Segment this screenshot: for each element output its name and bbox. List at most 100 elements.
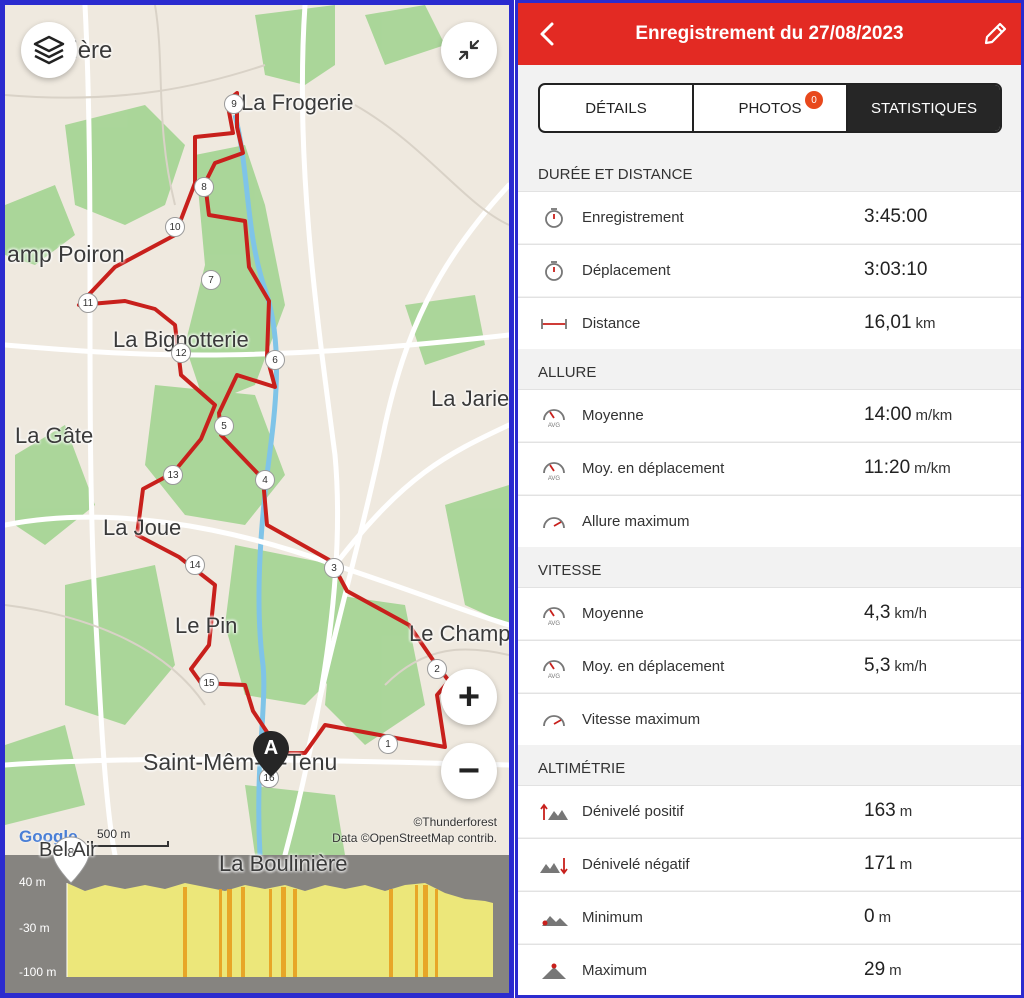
elevation-gain-icon: [540, 803, 568, 820]
stat-row: AVG Moy. en déplacement 11:20 m/km: [518, 442, 1021, 494]
stat-label: Dénivelé positif: [582, 803, 684, 820]
stat-row: Allure maximum: [518, 495, 1021, 547]
chevron-left-icon: [540, 22, 554, 46]
elevation-axis-tick: -30 m: [19, 921, 50, 935]
scale-label: 500 m: [97, 827, 131, 841]
elevation-min-icon: [542, 916, 568, 926]
waypoint-marker[interactable]: 13: [163, 465, 183, 485]
photos-count-badge: 0: [805, 91, 823, 109]
place-label: La Frogerie: [241, 90, 354, 115]
waypoint-marker[interactable]: 2: [427, 659, 447, 679]
stat-label: Minimum: [582, 909, 643, 926]
stat-row: Enregistrement 3:45:00: [518, 191, 1021, 243]
stat-label: Moy. en déplacement: [582, 460, 725, 477]
waypoint-marker[interactable]: 11: [78, 293, 98, 313]
stat-value: 14:00 m/km: [864, 404, 953, 425]
elevation-max-icon: [542, 963, 566, 979]
tab-details[interactable]: DÉTAILS: [540, 85, 692, 131]
stat-label: Moyenne: [582, 605, 644, 622]
waypoint-marker[interactable]: 4: [255, 470, 275, 490]
waypoint-marker[interactable]: 10: [165, 217, 185, 237]
elevation-profile[interactable]: 40 m -30 m -100 m: [5, 855, 509, 993]
start-marker-label: A: [263, 737, 279, 759]
stat-row: AVG Moyenne 4,3 km/h: [518, 587, 1021, 639]
map-canvas[interactable]: [5, 5, 509, 855]
stat-label: Déplacement: [582, 262, 671, 279]
stat-value: 3:03:10: [864, 259, 928, 280]
stat-row: Dénivelé positif 163 m: [518, 785, 1021, 837]
waypoint-marker[interactable]: 1: [378, 734, 398, 754]
stat-value: [864, 708, 868, 730]
stat-value: 11:20 m/km: [864, 457, 951, 478]
svg-text:AVG: AVG: [548, 621, 561, 626]
start-marker[interactable]: A: [253, 731, 289, 777]
stopwatch-icon: [545, 208, 563, 228]
avg-gauge-icon: AVG: [543, 660, 565, 679]
svg-text:AVG: AVG: [548, 476, 561, 481]
stat-label: Moyenne: [582, 407, 644, 424]
stat-value: 163 m: [864, 800, 913, 821]
stat-row: AVG Moy. en déplacement 5,3 km/h: [518, 640, 1021, 692]
top-app-bar: Enregistrement du 27/08/2023: [518, 3, 1021, 65]
waypoint-marker[interactable]: 15: [199, 673, 219, 693]
stat-label: Allure maximum: [582, 513, 690, 530]
place-label: La Joue: [103, 515, 182, 540]
tab-label: PHOTOS: [738, 99, 802, 117]
waypoint-marker[interactable]: 7: [201, 270, 221, 290]
tile-credits[interactable]: ©Thunderforest: [413, 815, 497, 829]
plus-icon: +: [457, 676, 481, 718]
stat-label: Maximum: [582, 962, 648, 979]
back-button[interactable]: [534, 20, 562, 48]
statistics-panel: Enregistrement du 27/08/2023 DÉTAILS PHO…: [515, 0, 1024, 998]
stat-label: Enregistrement: [582, 209, 684, 226]
stat-value: [864, 510, 868, 532]
waypoint-marker[interactable]: 14: [185, 555, 205, 575]
section-title: VITESSE: [538, 562, 602, 579]
waypoint-marker[interactable]: 8: [194, 177, 214, 197]
waypoint-marker[interactable]: 12: [171, 343, 191, 363]
avg-gauge-icon: AVG: [543, 409, 565, 428]
collapse-map-button[interactable]: [441, 22, 497, 78]
pencil-icon: [984, 22, 1007, 45]
waypoint-marker[interactable]: 3: [324, 558, 344, 578]
max-gauge-icon: [543, 715, 565, 727]
stat-value: 5,3 km/h: [864, 655, 927, 676]
layers-button[interactable]: [21, 22, 77, 78]
map-view[interactable]: hoinière La Frogerie amp Poiron La Bigno…: [0, 0, 514, 998]
minus-icon: −: [457, 750, 481, 792]
waypoint-marker[interactable]: 9: [224, 94, 244, 114]
stat-row: Déplacement 3:03:10: [518, 244, 1021, 296]
place-label: La Gâte: [15, 423, 94, 448]
distance-icon: [541, 319, 567, 329]
page-title: Enregistrement du 27/08/2023: [635, 23, 904, 44]
section-title: DURÉE ET DISTANCE: [538, 166, 693, 183]
data-credits[interactable]: Data ©OpenStreetMap contrib.: [332, 831, 497, 845]
map-pin-icon: [52, 836, 90, 884]
tab-bar: DÉTAILS PHOTOS 0 STATISTIQUES: [538, 83, 1002, 133]
edit-button[interactable]: [981, 20, 1009, 48]
map-pin-icon: [253, 731, 289, 777]
section-title: ALLURE: [538, 364, 597, 381]
layers-icon: [33, 35, 65, 65]
collapse-icon: [458, 39, 480, 61]
tab-statistics[interactable]: STATISTIQUES: [846, 85, 1000, 131]
zoom-out-button[interactable]: −: [441, 743, 497, 799]
waypoint-marker[interactable]: 6: [265, 350, 285, 370]
tab-label: DÉTAILS: [585, 99, 647, 117]
place-label: Le Champ: [409, 621, 511, 646]
stat-label: Vitesse maximum: [582, 711, 701, 728]
stat-label: Moy. en déplacement: [582, 658, 725, 675]
elevation-chart: [66, 883, 493, 977]
max-gauge-icon: [543, 517, 565, 529]
elevation-cursor-marker[interactable]: 8: [51, 835, 91, 885]
elevation-cursor-label: 8: [67, 845, 75, 860]
stat-row: Dénivelé négatif 171 m: [518, 838, 1021, 890]
place-label: La Boulinière: [219, 851, 348, 876]
waypoint-marker[interactable]: 5: [214, 416, 234, 436]
zoom-in-button[interactable]: +: [441, 669, 497, 725]
tab-photos[interactable]: PHOTOS 0: [692, 85, 846, 131]
place-label: La Jarie: [431, 386, 510, 411]
stat-value: 16,01 km: [864, 312, 936, 333]
stat-row: Maximum 29 m: [518, 944, 1021, 995]
